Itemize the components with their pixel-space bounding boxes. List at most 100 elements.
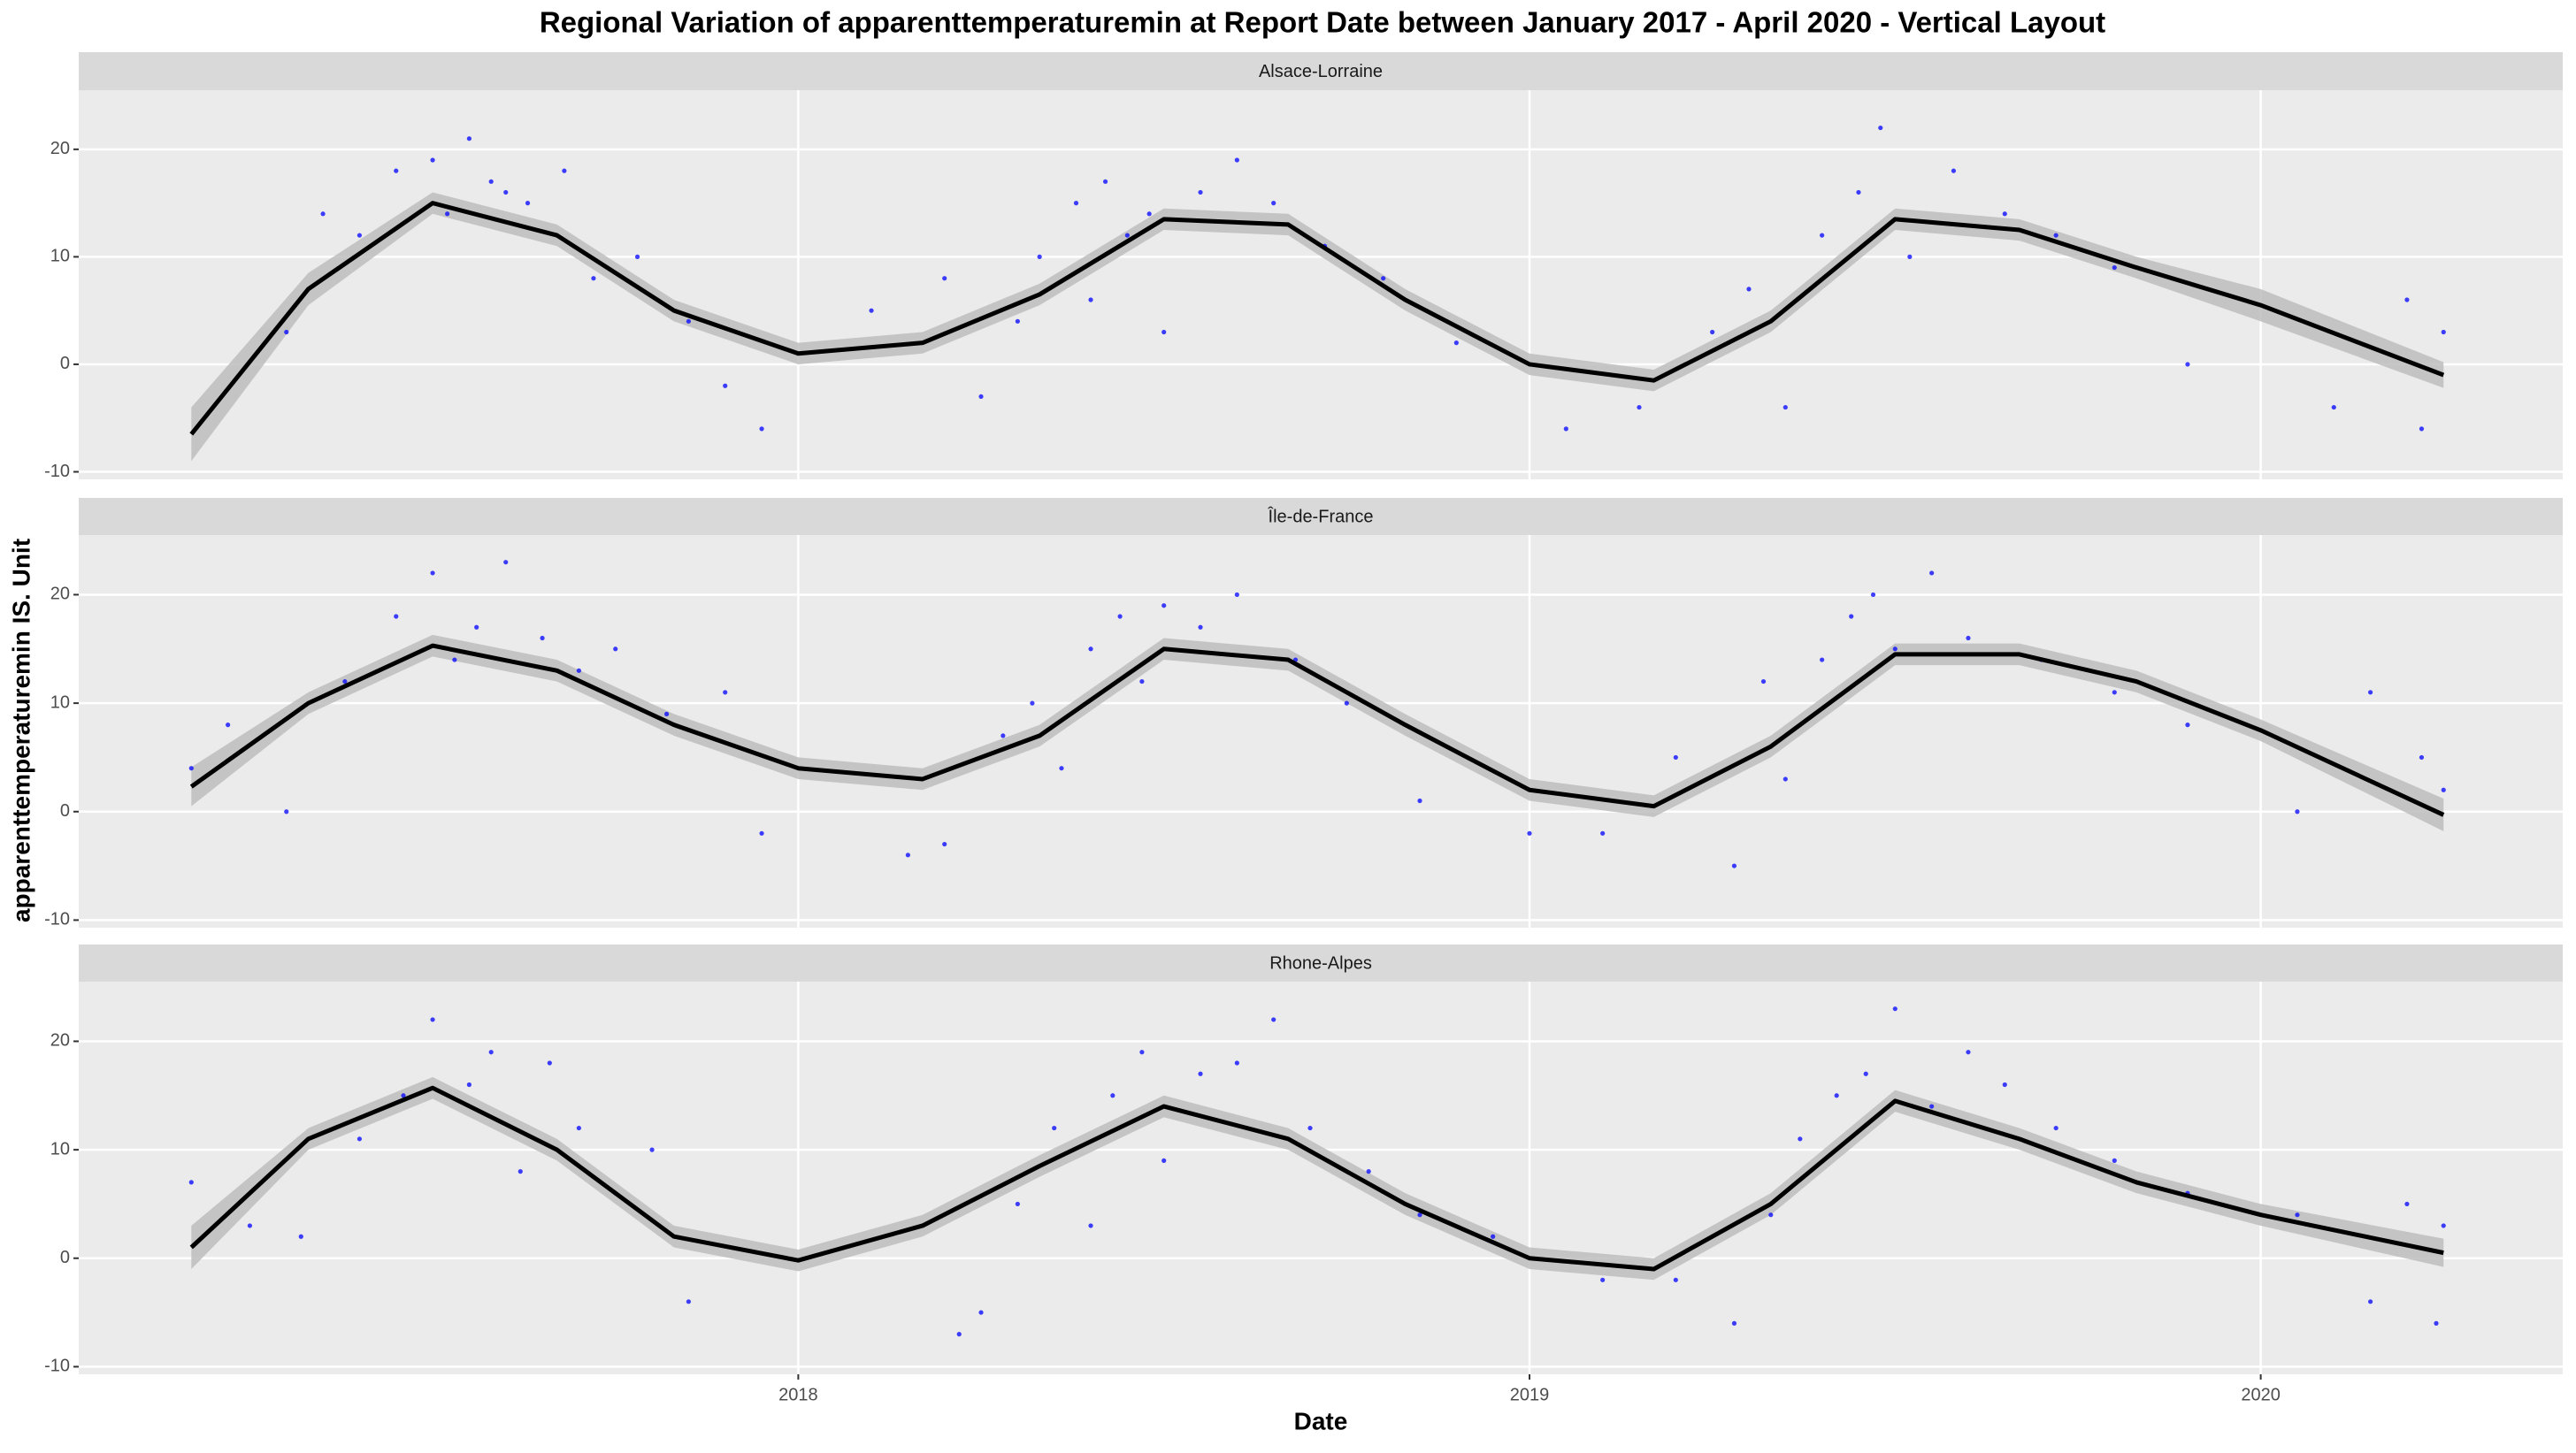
data-point [1198,1071,1203,1076]
smooth-line [189,201,2445,436]
data-point [2434,1320,2439,1326]
data-point [1600,1277,1606,1282]
data-point [1271,1017,1276,1022]
data-point [576,1125,582,1131]
data-point [1760,678,1767,684]
data-point [562,168,567,173]
data-point [1162,329,1167,335]
data-point [1307,1125,1313,1131]
data-point [452,657,457,662]
data-point [503,560,509,565]
data-point [2441,787,2446,792]
data-point [2185,723,2190,728]
y-tick-label: 20 [50,1031,70,1051]
y-tick-label: 10 [50,247,70,266]
y-tick-label: 0 [60,801,70,821]
y-tick-label: -10 [44,462,70,481]
data-point [723,690,728,695]
data-point [1892,646,1898,652]
data-point [1059,766,1064,771]
data-point [547,1060,552,1066]
data-point [525,201,531,206]
panel-background [79,535,2563,928]
data-point [1102,179,1108,184]
data-point [394,168,399,173]
data-point [1892,1006,1898,1012]
data-point [1417,798,1422,804]
x-tick-label: 2020 [2241,1385,2281,1404]
data-point [2368,690,2373,695]
data-point [1088,297,1093,302]
data-point [1563,426,1568,432]
data-point [649,1147,655,1152]
data-point [1015,1201,1020,1207]
data-point [2053,1125,2058,1131]
data-point [576,668,582,673]
data-point [1234,1060,1239,1066]
y-tick-label: 10 [50,1139,70,1159]
data-point [2404,297,2410,302]
data-point [394,614,399,619]
strip [79,944,2563,982]
data-point [1037,254,1042,259]
data-point [905,853,910,858]
data-point [1052,1125,1057,1131]
smooth-line [189,643,2445,817]
data-point [723,383,728,388]
chart-title: Regional Variation of apparenttemperatur… [540,6,2105,39]
data-point [2053,233,2058,238]
data-point [2185,362,2190,367]
data-point [2112,1158,2117,1163]
data-point [1117,614,1123,619]
data-point [1015,318,1020,324]
panel-background [79,90,2563,479]
data-point [1366,1169,1371,1174]
x-axis-label: Date [1294,1407,1348,1434]
data-point [356,233,363,238]
data-point [1710,329,1715,335]
data-point [1030,700,1035,706]
data-point [488,1050,494,1055]
data-point [188,1180,194,1185]
data-point [1870,592,1876,598]
y-tick-label: 10 [50,692,70,712]
data-point [613,646,618,652]
data-point [1234,592,1239,598]
data-point [1782,404,1788,410]
data-point [1000,733,1006,738]
data-point [1834,1093,1839,1098]
data-point [2002,211,2007,217]
data-point [356,1136,363,1142]
y-tick-label: 0 [60,1248,70,1267]
data-point [284,329,289,335]
data-point [342,678,348,684]
data-point [1381,276,1386,281]
data-point [445,211,450,217]
data-point [978,1310,984,1315]
data-point [1139,678,1145,684]
data-point [226,723,231,728]
data-point [540,635,545,641]
data-point [1746,287,1752,292]
y-tick-label: 0 [60,354,70,373]
data-point [942,276,947,281]
y-axis-label: apparenttemperaturemin IS. Unit [7,539,34,922]
y-tick-label: -10 [44,1357,70,1376]
data-point [430,157,435,163]
data-point [430,1017,435,1022]
data-point [1271,201,1276,206]
data-point [1820,657,1825,662]
data-point [1139,1050,1145,1055]
data-point [1878,125,1883,131]
data-point [2112,690,2117,695]
data-point [686,318,691,324]
data-point [1673,754,1678,761]
data-point [1124,233,1130,238]
data-point [1344,700,1349,706]
data-point [188,766,194,771]
data-point [247,1223,253,1228]
data-point [591,276,596,281]
data-point [284,809,289,814]
data-point [1856,189,1861,195]
data-point [1731,863,1737,868]
